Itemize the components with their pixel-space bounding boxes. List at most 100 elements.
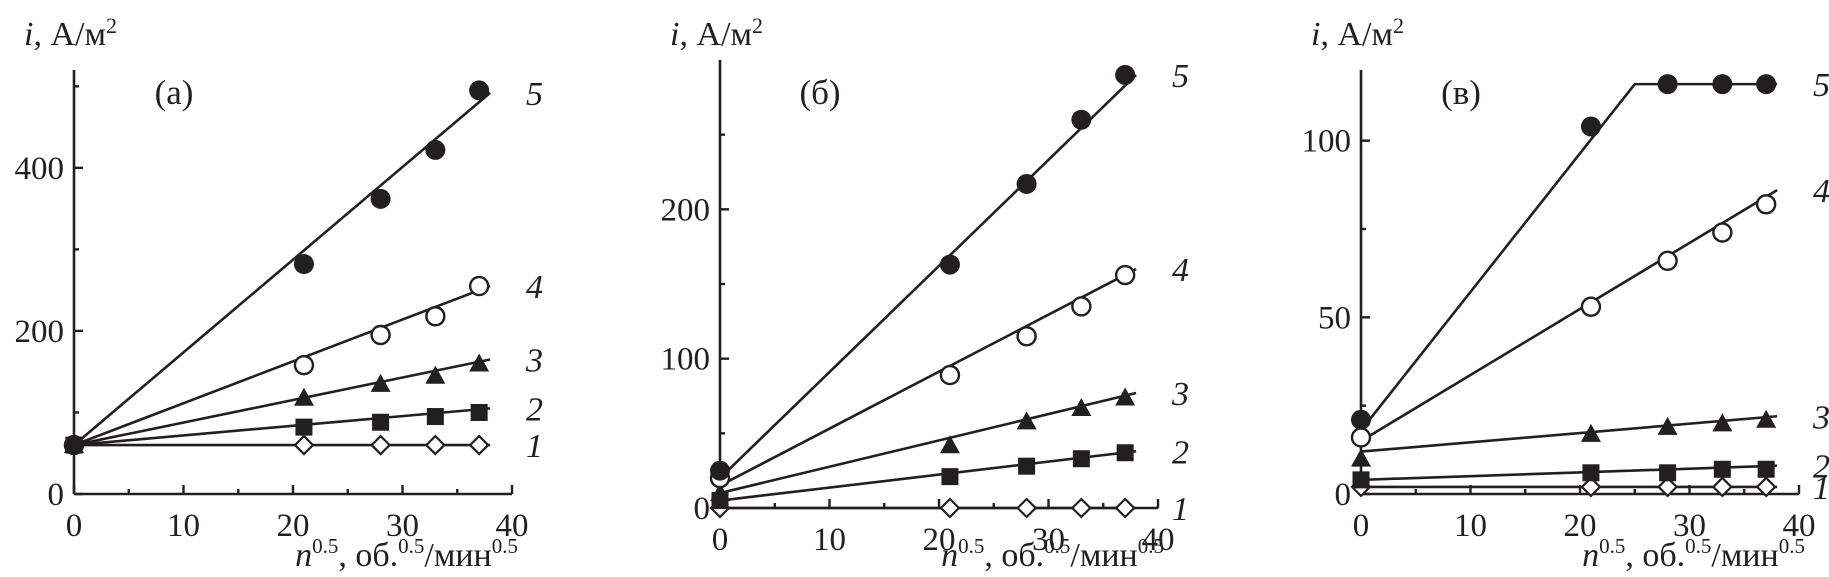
point-series-4 xyxy=(370,324,391,346)
x-tick-label: 30 xyxy=(1032,522,1065,558)
point-series-5 xyxy=(370,188,391,209)
fit-line-5 xyxy=(73,91,491,447)
curve-label-1: 1 xyxy=(526,428,543,465)
y-tick-label: 200 xyxy=(15,314,65,350)
x-tick-label: 30 xyxy=(386,508,419,544)
fit-line-3 xyxy=(719,391,1137,495)
point-series-3 xyxy=(1016,411,1037,430)
x-label-unit: , об. xyxy=(984,537,1044,574)
curve-label-3: 3 xyxy=(525,342,543,379)
y-axis-label: i, А/м2 xyxy=(1311,13,1404,53)
point-series-3 xyxy=(1712,413,1733,432)
point-series-2 xyxy=(1713,460,1731,478)
x-label-sup: 0.5 xyxy=(1138,534,1164,558)
x-tick-label: 40 xyxy=(1783,508,1816,544)
point-series-4 xyxy=(1016,326,1037,347)
point-series-5 xyxy=(1016,173,1037,194)
x-axis-label: n0.5, об.0.5/мин0.5 xyxy=(295,534,518,574)
curve-label-2: 2 xyxy=(1172,434,1189,471)
point-series-5 xyxy=(469,80,490,101)
y-label-sup: 2 xyxy=(1393,13,1404,38)
y-label-symbol: i xyxy=(1311,16,1320,53)
y-label-symbol: i xyxy=(24,16,33,53)
fit-line-2 xyxy=(1360,464,1778,482)
x-label-sup: 0.5 xyxy=(492,534,518,558)
point-series-1 xyxy=(939,497,961,519)
point-series-3 xyxy=(939,435,960,454)
x-tick-label: 0 xyxy=(66,508,83,544)
y-tick-label: 200 xyxy=(661,192,711,228)
point-series-3 xyxy=(469,353,490,372)
point-series-5 xyxy=(293,254,314,275)
point-series-3 xyxy=(293,387,314,406)
point-series-3 xyxy=(1756,409,1777,428)
point-series-5 xyxy=(1580,116,1601,137)
curve-label-4: 4 xyxy=(1172,252,1189,289)
point-series-1 xyxy=(424,434,446,456)
x-tick-label: 30 xyxy=(1673,508,1706,544)
point-series-1 xyxy=(1114,497,1136,519)
point-series-1 xyxy=(370,434,392,456)
point-series-3 xyxy=(1580,423,1601,442)
point-series-5 xyxy=(1657,74,1678,95)
x-label-sup: 0.5 xyxy=(1779,534,1805,558)
y-tick-label: 100 xyxy=(661,342,711,378)
curve-label-4: 4 xyxy=(526,269,543,306)
panel-label: (а) xyxy=(155,73,194,112)
point-series-3 xyxy=(1115,387,1136,406)
curve-label-3: 3 xyxy=(1812,399,1829,436)
point-series-4 xyxy=(939,364,961,386)
x-label-sup: 0.5 xyxy=(958,534,984,558)
x-tick-label: 10 xyxy=(813,522,846,558)
point-series-2 xyxy=(941,468,959,486)
x-label-sup: 0.5 xyxy=(1599,534,1625,558)
x-tick-label: 0 xyxy=(712,522,729,558)
x-label-unit: , об. xyxy=(338,537,398,574)
point-series-4 xyxy=(1114,264,1136,286)
point-series-2 xyxy=(1072,450,1090,468)
point-series-2 xyxy=(1018,457,1036,475)
x-label-symbol: n xyxy=(941,537,958,574)
point-series-1 xyxy=(1016,497,1038,519)
point-series-2 xyxy=(1352,471,1370,489)
point-series-4 xyxy=(1657,250,1678,271)
point-series-1 xyxy=(1755,476,1777,498)
point-series-5 xyxy=(710,460,730,481)
x-tick-label: 20 xyxy=(1564,508,1597,544)
curve-label-2: 2 xyxy=(526,391,543,428)
y-tick-label: 50 xyxy=(1318,300,1351,336)
point-series-5 xyxy=(1071,109,1092,130)
point-series-4 xyxy=(1712,222,1733,243)
curve-label-5: 5 xyxy=(526,76,543,113)
y-tick-label: 0 xyxy=(48,477,65,513)
x-tick-label: 20 xyxy=(923,522,956,558)
point-series-4 xyxy=(1580,296,1602,317)
x-label-sup: 0.5 xyxy=(1685,534,1711,558)
fit-line-4 xyxy=(1360,189,1778,443)
x-tick-label: 40 xyxy=(496,508,529,544)
fit-line-3 xyxy=(73,358,491,447)
curve-label-5: 5 xyxy=(1172,58,1189,95)
fit-line-3 xyxy=(1360,414,1778,453)
point-series-4 xyxy=(1755,194,1777,215)
y-tick-label: 400 xyxy=(15,151,65,187)
point-series-2 xyxy=(1582,464,1600,482)
x-label-sup: 0.5 xyxy=(1044,534,1070,558)
curve-label-2: 2 xyxy=(1813,449,1829,486)
x-label-unit: /мин xyxy=(1711,537,1778,574)
point-series-2 xyxy=(470,403,488,421)
point-series-2 xyxy=(295,418,313,436)
y-tick-label: 0 xyxy=(1335,477,1352,513)
curve-label-4: 4 xyxy=(1813,173,1829,210)
y-label-sup: 2 xyxy=(752,13,763,38)
x-label-symbol: n xyxy=(295,537,312,574)
y-axis-label: i, А/м2 xyxy=(670,13,763,53)
point-series-2 xyxy=(426,408,444,426)
point-series-2 xyxy=(372,413,390,431)
y-label-unit: , А/м xyxy=(33,16,106,53)
point-series-5 xyxy=(1712,74,1733,95)
fit-line-4 xyxy=(73,284,491,447)
